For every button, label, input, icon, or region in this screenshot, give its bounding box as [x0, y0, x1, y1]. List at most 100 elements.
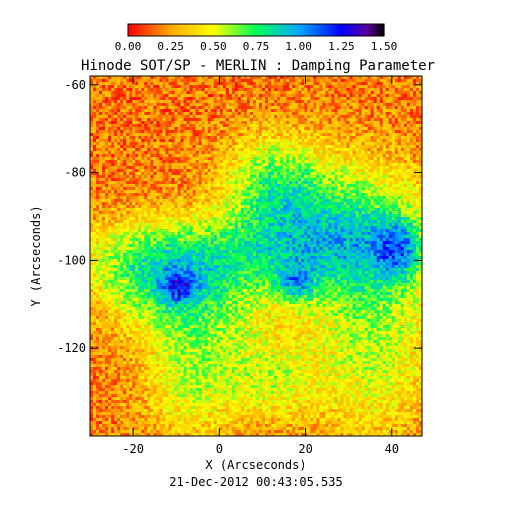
heatmap-cell [135, 97, 139, 101]
heatmap-cell [207, 163, 212, 167]
heatmap-cell [228, 139, 233, 143]
heatmap-cell [129, 124, 133, 128]
heatmap-cell [141, 172, 145, 176]
heatmap-cell [174, 145, 178, 149]
heatmap-cell [307, 118, 311, 122]
heatmap-cell [340, 118, 344, 122]
heatmap-cell [90, 103, 94, 107]
heatmap-cell [415, 181, 420, 185]
heatmap-cell [379, 151, 384, 155]
heatmap-cell [90, 109, 94, 113]
heatmap-cell [144, 172, 148, 176]
heatmap-cell [310, 139, 314, 143]
heatmap-cell [418, 145, 423, 149]
heatmap-cell [328, 115, 332, 119]
heatmap-cell [271, 190, 275, 194]
heatmap-cell [388, 154, 393, 158]
colorbar-cell [274, 24, 277, 36]
heatmap-cell [144, 145, 148, 149]
heatmap-cell [162, 181, 166, 185]
colorbar-cell [286, 24, 289, 36]
heatmap-cell [147, 154, 151, 158]
heatmap-cell [346, 124, 350, 128]
heatmap-cell [274, 160, 278, 164]
heatmap-cell [304, 118, 308, 122]
heatmap-cell [334, 145, 338, 149]
heatmap-cell [274, 166, 278, 170]
heatmap-cell [376, 109, 381, 113]
heatmap-cell [394, 100, 399, 104]
heatmap-cell [252, 139, 257, 143]
heatmap-cell [183, 199, 187, 203]
heatmap-cell [349, 130, 353, 134]
heatmap-cell [189, 76, 194, 80]
heatmap-cell [114, 133, 118, 137]
heatmap-cell [129, 133, 133, 137]
heatmap-cell [171, 109, 175, 113]
heatmap-cell [195, 163, 200, 167]
heatmap-cell [93, 124, 97, 128]
heatmap-cell [334, 199, 338, 203]
heatmap-cell [367, 190, 372, 194]
heatmap-cell [99, 193, 103, 197]
heatmap-cell [283, 88, 287, 92]
heatmap-cell [271, 196, 275, 200]
heatmap-cell [310, 163, 314, 167]
heatmap-cell [99, 112, 103, 116]
heatmap-cell [165, 142, 169, 146]
heatmap-cell [307, 187, 311, 191]
heatmap-cell [183, 175, 187, 179]
heatmap-cell [102, 121, 106, 125]
heatmap-cell [382, 151, 387, 155]
heatmap-cell [249, 187, 254, 191]
heatmap-cell [207, 133, 212, 137]
heatmap-cell [274, 109, 278, 113]
heatmap-cell [307, 160, 311, 164]
heatmap-cell [361, 103, 366, 107]
heatmap-cell [240, 166, 245, 170]
heatmap-cell [153, 145, 157, 149]
heatmap-cell [120, 136, 124, 140]
heatmap-cell [277, 142, 281, 146]
heatmap-cell [141, 121, 145, 125]
heatmap-cell [210, 181, 215, 185]
heatmap-cell [376, 145, 381, 149]
heatmap-cell [358, 136, 363, 140]
heatmap-cell [129, 112, 133, 116]
heatmap-cell [397, 88, 402, 92]
heatmap-cell [201, 118, 206, 122]
heatmap-cell [361, 106, 366, 110]
heatmap-cell [183, 79, 187, 83]
heatmap-cell [210, 118, 215, 122]
heatmap-cell [150, 199, 154, 203]
heatmap-cell [334, 88, 338, 92]
heatmap-cell [265, 115, 269, 119]
heatmap-cell [289, 163, 293, 167]
heatmap-cell [90, 178, 94, 182]
heatmap-cell [159, 166, 163, 170]
heatmap-cell [222, 181, 227, 185]
heatmap-cell [388, 97, 393, 101]
heatmap-cell [225, 94, 230, 98]
heatmap-cell [352, 94, 356, 98]
heatmap-cell [156, 136, 160, 140]
heatmap-cell [376, 199, 381, 203]
heatmap-cell [138, 187, 142, 191]
heatmap-cell [105, 142, 109, 146]
colorbar-cell [250, 24, 253, 36]
heatmap-cell [231, 91, 236, 95]
heatmap-cell [96, 91, 100, 95]
heatmap-cell [352, 103, 356, 107]
heatmap-cell [132, 103, 136, 107]
heatmap-cell [346, 160, 350, 164]
heatmap-cell [129, 130, 133, 134]
heatmap-cell [210, 85, 215, 89]
heatmap-cell [310, 91, 314, 95]
heatmap-cell [168, 124, 172, 128]
heatmap-cell [271, 172, 275, 176]
heatmap-cell [274, 94, 278, 98]
heatmap-cell [105, 85, 109, 89]
heatmap-cell [186, 121, 190, 125]
heatmap-cell [249, 178, 254, 182]
heatmap-cell [219, 169, 224, 173]
